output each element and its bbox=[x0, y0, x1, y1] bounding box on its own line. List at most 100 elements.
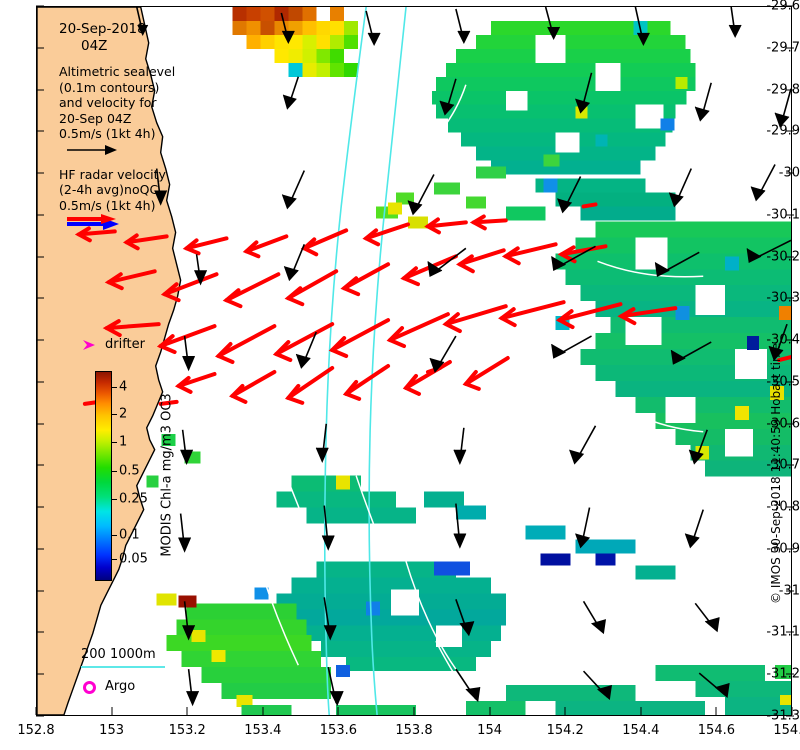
hf-line-3: 0.5m/s (1kt 4h) bbox=[59, 197, 156, 213]
colorbar-tick bbox=[112, 470, 117, 472]
y-tick-label: -30.2 bbox=[766, 249, 800, 265]
drifter-label: drifter bbox=[105, 337, 145, 352]
y-tick-label: -30 bbox=[778, 165, 800, 181]
alt-line-2: (0.1m contours) bbox=[59, 79, 160, 95]
x-tick-mark bbox=[413, 707, 415, 715]
colorbar-tick-label: 2 bbox=[119, 406, 128, 422]
black-velocity-arrow bbox=[59, 142, 209, 158]
colorbar-tick-label: 4 bbox=[119, 379, 128, 395]
alt-line-4: 20-Sep 04Z bbox=[59, 110, 132, 126]
colorbar-tick-label: 0.05 bbox=[119, 551, 148, 567]
map-layers bbox=[37, 7, 791, 715]
x-tick-label: 153.2 bbox=[168, 723, 206, 738]
hf-radar-vectors bbox=[74, 202, 791, 406]
x-tick-mark bbox=[640, 707, 642, 715]
alt-line-1: Altimetric sealevel bbox=[59, 64, 176, 79]
y-tick-mark bbox=[786, 339, 794, 341]
x-tick-label: 153.8 bbox=[395, 723, 433, 738]
x-tick-label: 154.6 bbox=[697, 723, 735, 738]
y-tick-mark bbox=[36, 715, 44, 717]
y-tick-mark bbox=[36, 256, 44, 258]
y-tick-mark bbox=[786, 172, 794, 174]
y-tick-mark bbox=[786, 381, 794, 383]
y-tick-label: -29.7 bbox=[766, 40, 800, 56]
legend-text-block: 20-Sep-2018 04Z Altimetric sealevel (0.1… bbox=[59, 21, 209, 230]
x-tick-mark bbox=[489, 707, 491, 715]
legend-hfradar: HF radar velocity (2-4h avg)noQC 0.5m/s … bbox=[59, 167, 209, 230]
bathymetry-legend: 200 1000m bbox=[81, 647, 221, 673]
legend-time: 04Z bbox=[81, 38, 108, 54]
hf-line-1: HF radar velocity bbox=[59, 166, 166, 182]
x-tick-mark bbox=[715, 707, 717, 715]
y-tick-label: -31.1 bbox=[766, 624, 800, 640]
colorbar-tick-label: 1 bbox=[119, 434, 128, 450]
hf-line-2: (2-4h avg)noQC bbox=[59, 182, 159, 197]
y-tick-label: -29.8 bbox=[766, 82, 800, 98]
y-tick-mark bbox=[786, 590, 794, 592]
y-tick-mark bbox=[36, 339, 44, 341]
legend-altimetric: Altimetric sealevel (0.1m contours) and … bbox=[59, 64, 209, 158]
colorbar-tick bbox=[112, 386, 117, 388]
y-tick-mark bbox=[36, 464, 44, 466]
y-tick-mark bbox=[786, 548, 794, 550]
drifter-legend: drifter bbox=[81, 337, 201, 355]
map-plot-area[interactable]: 20-Sep-2018 04Z Altimetric sealevel (0.1… bbox=[36, 6, 792, 716]
sealevel-contours bbox=[257, 66, 704, 694]
alt-line-3: and velocity for bbox=[59, 95, 157, 110]
y-tick-label: -30.9 bbox=[766, 541, 800, 557]
y-tick-label: -30.6 bbox=[766, 416, 800, 432]
y-tick-mark bbox=[36, 47, 44, 49]
colorbar-tick bbox=[112, 442, 117, 444]
x-tick-label: 153 bbox=[99, 723, 125, 738]
y-tick-mark bbox=[786, 464, 794, 466]
alt-line-5: 0.5m/s (1kt 4h) bbox=[59, 126, 156, 141]
y-tick-mark bbox=[36, 381, 44, 383]
y-tick-mark bbox=[786, 5, 794, 7]
y-tick-mark bbox=[36, 130, 44, 132]
bathymetry-contours bbox=[323, 7, 407, 715]
y-tick-mark bbox=[36, 506, 44, 508]
landmass bbox=[37, 7, 182, 715]
bathymetry-line bbox=[81, 666, 165, 668]
y-tick-mark bbox=[786, 631, 794, 633]
x-tick-label: 154.2 bbox=[546, 723, 584, 738]
x-tick-label: 154.4 bbox=[622, 723, 660, 738]
y-tick-label: -30.5 bbox=[766, 374, 800, 390]
y-tick-mark bbox=[36, 89, 44, 91]
x-tick-label: 154 bbox=[477, 723, 503, 738]
colorbar-gradient bbox=[95, 371, 112, 581]
chlorophyll-colorbar: 4 2 1 0.5 0.25 0.1 0.05 MODIS Chl-a mg/m3 OC3 bbox=[95, 371, 195, 581]
y-tick-mark bbox=[786, 423, 794, 425]
argo-label: Argo bbox=[105, 679, 136, 694]
x-tick-mark bbox=[564, 707, 566, 715]
y-tick-mark bbox=[36, 172, 44, 174]
y-tick-label: -29.6 bbox=[766, 0, 800, 14]
y-tick-mark bbox=[786, 47, 794, 49]
x-tick-mark bbox=[186, 707, 188, 715]
legend-date: 20-Sep-2018 bbox=[59, 21, 146, 37]
colorbar-tick bbox=[112, 534, 117, 536]
y-tick-label: -29.9 bbox=[766, 123, 800, 139]
y-tick-mark bbox=[36, 214, 44, 216]
y-tick-label: -31.3 bbox=[766, 708, 800, 724]
colorbar-tick bbox=[112, 414, 117, 416]
y-tick-label: -30.7 bbox=[766, 457, 800, 473]
x-tick-label: 153.4 bbox=[244, 723, 282, 738]
y-tick-mark bbox=[786, 506, 794, 508]
x-tick-mark bbox=[262, 707, 264, 715]
x-tick-label: 153.6 bbox=[319, 723, 357, 738]
y-tick-label: -30.8 bbox=[766, 499, 800, 515]
x-tick-label: 152.8 bbox=[17, 723, 55, 738]
x-tick-mark bbox=[111, 707, 113, 715]
x-axis-ticks bbox=[35, 707, 793, 717]
x-tick-mark bbox=[337, 707, 339, 715]
colorbar-tick-label: 0.25 bbox=[119, 491, 148, 507]
red-blue-velocity-arrow bbox=[59, 213, 209, 230]
colorbar-title: MODIS Chl-a mg/m3 OC3 bbox=[159, 393, 175, 557]
y-tick-label: -31 bbox=[778, 583, 800, 599]
y-tick-mark bbox=[36, 590, 44, 592]
colorbar-tick bbox=[112, 499, 117, 501]
x-tick-mark bbox=[791, 707, 793, 715]
legend-title: 20-Sep-2018 04Z bbox=[59, 21, 209, 55]
